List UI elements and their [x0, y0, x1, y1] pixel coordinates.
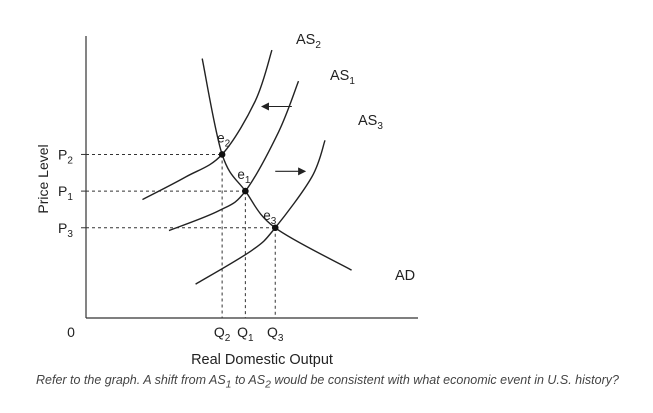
- equilibrium-point: [218, 151, 226, 158]
- curve-as2: [142, 49, 273, 201]
- x-tick-label: Q3: [267, 324, 284, 344]
- caption-text-end: would be consistent with what economic e…: [270, 373, 619, 387]
- x-tick-label: Q1: [237, 324, 254, 344]
- guide-lines: [86, 153, 276, 318]
- caption-sub-1: 1: [225, 379, 232, 391]
- equilibrium-label: e2: [217, 130, 231, 149]
- x-axis-title: Real Domestic Output: [191, 352, 333, 368]
- axes: [81, 36, 418, 319]
- curve-label-as2: AS2: [296, 32, 321, 51]
- caption-text-middle: to AS: [231, 373, 266, 387]
- aggregate-supply-demand-chart: Price Level Real Domestic Output 0 P2 P1 P3 Q2…: [35, 32, 418, 368]
- origin-label: 0: [67, 324, 75, 340]
- curve-label-ad: AD: [395, 268, 415, 284]
- y-tick-label: P2: [58, 146, 73, 166]
- question-caption: Refer to the graph. A shift from AS1 to …: [36, 372, 646, 394]
- x-tick-label: Q2: [214, 324, 231, 344]
- y-axis-title: Price Level: [35, 144, 51, 213]
- y-tick-label: P1: [58, 183, 73, 203]
- curve-label-as1: AS1: [330, 68, 355, 87]
- curve-ad: [201, 58, 352, 271]
- equilibrium-points: [218, 151, 279, 232]
- equilibrium-label: e3: [263, 208, 277, 227]
- equilibrium-point: [271, 224, 279, 232]
- curves: [142, 49, 352, 285]
- equilibrium-point: [242, 187, 249, 195]
- equilibrium-label: e1: [237, 167, 251, 186]
- shift-arrows: [260, 102, 307, 176]
- curve-label-as3: AS3: [358, 113, 383, 132]
- caption-sub-2: 2: [265, 379, 271, 391]
- caption-text-start: Refer to the graph. A shift from AS: [36, 373, 226, 387]
- curve-as1: [168, 80, 300, 232]
- chart-labels: Price Level Real Domestic Output 0 P2 P1 P3 Q2…: [35, 32, 415, 368]
- y-tick-label: P3: [58, 220, 73, 240]
